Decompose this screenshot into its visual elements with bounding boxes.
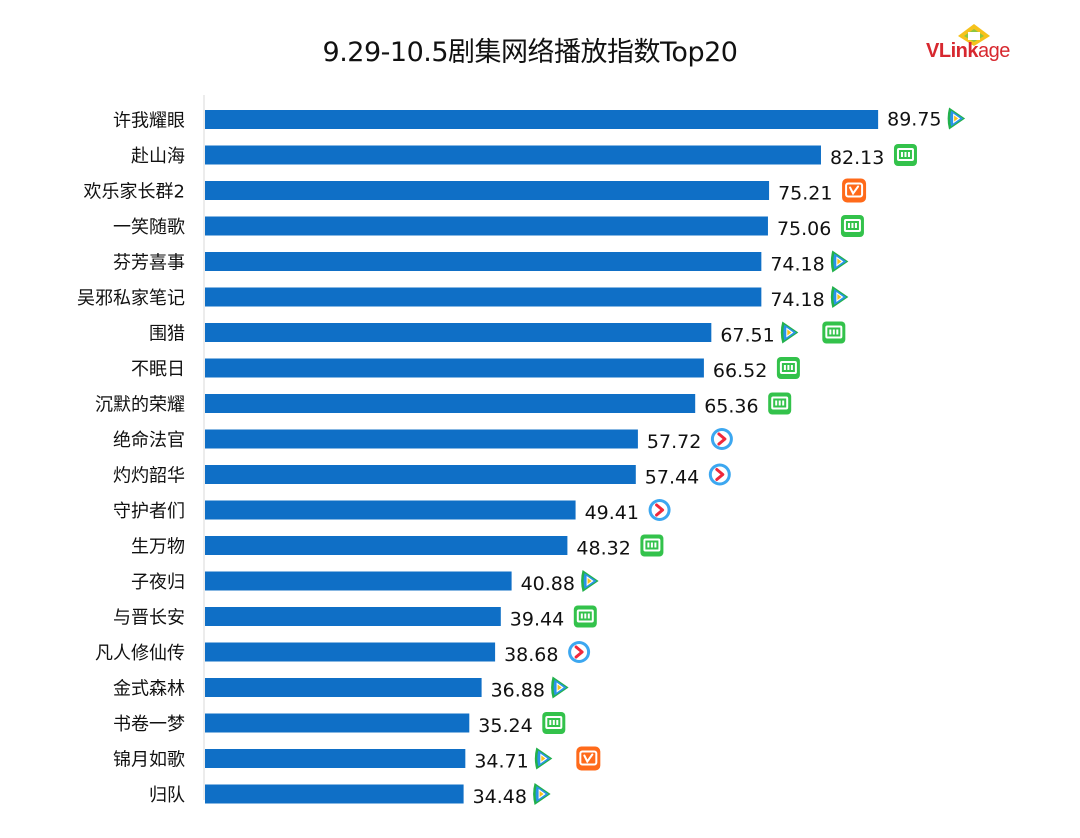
youku-icon <box>648 499 671 521</box>
category-label: 生万物 <box>131 537 185 558</box>
category-label: 许我耀眼 <box>113 111 185 132</box>
bar <box>205 465 636 484</box>
value-label: 67.51 <box>720 325 774 347</box>
value-label: 40.88 <box>521 573 575 595</box>
category-label: 守护者们 <box>113 501 185 522</box>
bar <box>205 607 501 626</box>
bar <box>205 287 762 307</box>
category-label: 一笑随歌 <box>113 217 185 238</box>
bar <box>205 181 770 200</box>
bar <box>205 110 879 129</box>
category-label: 锦月如歌 <box>113 750 185 771</box>
youku-icon <box>568 641 591 663</box>
iqiyi-icon <box>640 534 664 557</box>
category-label: 书卷一梦 <box>113 714 185 735</box>
chart-title: 9.29-10.5剧集网络播放指数Top20 <box>322 37 738 68</box>
bar <box>205 358 704 378</box>
bar <box>205 536 568 555</box>
value-label: 49.41 <box>585 502 639 524</box>
value-label: 35.24 <box>478 715 532 737</box>
iqiyi-icon <box>573 605 597 628</box>
bar <box>205 500 576 520</box>
value-label: 74.18 <box>770 289 824 311</box>
tencent-video-icon <box>551 676 569 699</box>
category-label: 凡人修仙传 <box>95 643 185 664</box>
bar <box>205 252 762 271</box>
tencent-video-icon <box>780 321 799 344</box>
category-label: 吴邪私家笔记 <box>77 288 185 309</box>
value-label: 39.44 <box>510 609 564 631</box>
category-label: 绝命法官 <box>113 430 185 451</box>
tencent-video-icon <box>534 747 553 770</box>
value-label: 34.71 <box>474 751 528 773</box>
tencent-video-icon <box>533 783 551 805</box>
value-label: 57.72 <box>647 431 701 453</box>
category-label: 金式森林 <box>113 679 185 700</box>
bar <box>205 145 821 165</box>
value-label: 75.21 <box>778 183 832 205</box>
category-label: 沉默的荣耀 <box>95 395 185 416</box>
category-label: 芬芳喜事 <box>113 253 185 274</box>
tencent-video-icon <box>830 250 849 273</box>
iqiyi-icon <box>776 357 800 379</box>
value-label: 75.06 <box>777 218 831 240</box>
category-label: 灼灼韶华 <box>113 466 185 487</box>
bar <box>205 678 482 697</box>
iqiyi-icon <box>542 712 566 734</box>
value-label: 82.13 <box>830 147 884 169</box>
tencent-video-icon <box>830 286 849 308</box>
bar <box>205 323 712 342</box>
bar <box>205 216 768 236</box>
value-label: 34.48 <box>473 786 527 808</box>
value-label: 57.44 <box>645 467 699 489</box>
youku-icon <box>710 428 733 450</box>
bar <box>205 784 464 804</box>
bar <box>205 642 496 662</box>
bar <box>205 749 466 768</box>
category-label: 归队 <box>149 785 185 806</box>
iqiyi-icon <box>768 392 792 415</box>
category-label: 赴山海 <box>131 146 185 167</box>
logo-wordmark: VLinkage <box>926 40 1010 62</box>
category-label: 欢乐家长群2 <box>84 182 185 203</box>
bar <box>205 429 638 449</box>
mango-tv-icon <box>576 746 601 771</box>
category-label: 围猎 <box>149 324 185 345</box>
value-label: 74.18 <box>770 254 824 276</box>
value-label: 89.75 <box>887 109 941 131</box>
iqiyi-icon <box>822 321 846 344</box>
iqiyi-icon <box>840 215 864 237</box>
category-label: 子夜归 <box>131 572 185 593</box>
bar <box>205 394 696 413</box>
value-label: 48.32 <box>576 538 630 560</box>
value-label: 36.88 <box>491 680 545 702</box>
vlinkage-logo: VLinkage <box>924 22 1044 72</box>
mango-tv-icon <box>842 178 867 203</box>
value-label: 66.52 <box>713 360 767 382</box>
iqiyi-icon <box>893 144 917 166</box>
bar <box>205 713 470 733</box>
category-label: 与晋长安 <box>113 608 185 629</box>
youku-icon <box>708 463 731 486</box>
bar <box>205 571 512 591</box>
tencent-video-icon <box>581 570 599 592</box>
logo-emblem-icon <box>958 24 990 46</box>
value-label: 65.36 <box>704 396 758 418</box>
tencent-video-icon <box>947 107 966 130</box>
category-label: 不眠日 <box>131 359 185 380</box>
value-label: 38.68 <box>504 644 558 666</box>
